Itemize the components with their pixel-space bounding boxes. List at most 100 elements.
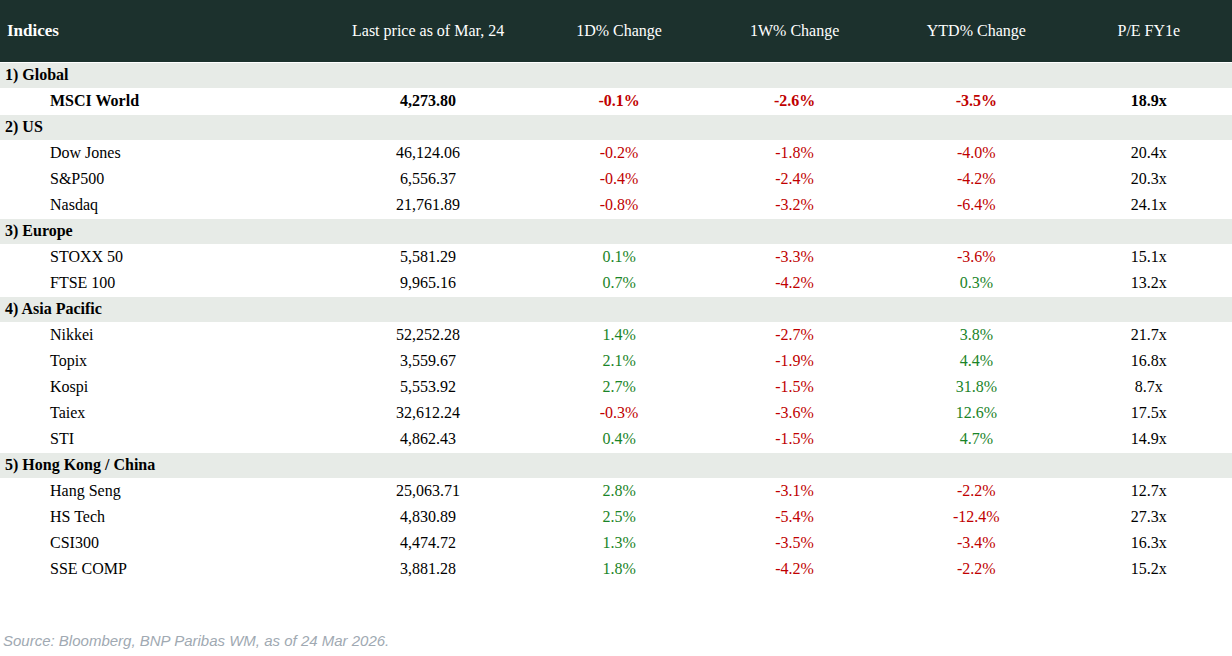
index-row-kospi: Kospi5,553.922.7%-1.5%31.8%8.7x [0, 374, 1232, 400]
section-row-1-global: 1) Global [0, 62, 1232, 88]
cell-d1: 2.8% [536, 478, 702, 504]
cell-ytd: -4.0% [887, 140, 1066, 166]
col-header-d1: 1D% Change [536, 0, 702, 62]
index-name: Hang Seng [0, 478, 320, 504]
section-row-3-europe: 3) Europe [0, 218, 1232, 244]
cell-pe: 8.7x [1066, 374, 1232, 400]
cell-d1: 1.3% [536, 530, 702, 556]
cell-ytd: -3.5% [887, 88, 1066, 114]
cell-pe: 16.8x [1066, 348, 1232, 374]
index-row-dow-jones: Dow Jones46,124.06-0.2%-1.8%-4.0%20.4x [0, 140, 1232, 166]
index-name: FTSE 100 [0, 270, 320, 296]
index-row-taiex: Taiex32,612.24-0.3%-3.6%12.6%17.5x [0, 400, 1232, 426]
cell-pe: 15.2x [1066, 556, 1232, 582]
section-label: 3) Europe [0, 218, 1232, 244]
index-name: SSE COMP [0, 556, 320, 582]
cell-ytd: -2.2% [887, 478, 1066, 504]
cell-price: 3,881.28 [320, 556, 536, 582]
cell-price: 52,252.28 [320, 322, 536, 348]
cell-ytd: 4.4% [887, 348, 1066, 374]
cell-ytd: -3.6% [887, 244, 1066, 270]
section-row-4-asia-pacific: 4) Asia Pacific [0, 296, 1232, 322]
cell-pe: 14.9x [1066, 426, 1232, 452]
index-name: Taiex [0, 400, 320, 426]
cell-pe: 24.1x [1066, 192, 1232, 218]
cell-d1: -0.1% [536, 88, 702, 114]
index-row-hang-seng: Hang Seng25,063.712.8%-3.1%-2.2%12.7x [0, 478, 1232, 504]
index-name: MSCI World [0, 88, 320, 114]
cell-w1: -2.6% [702, 88, 887, 114]
table-body: 1) GlobalMSCI World4,273.80-0.1%-2.6%-3.… [0, 62, 1232, 582]
index-name: STOXX 50 [0, 244, 320, 270]
cell-ytd: -2.2% [887, 556, 1066, 582]
cell-ytd: -12.4% [887, 504, 1066, 530]
cell-d1: -0.8% [536, 192, 702, 218]
index-name: Dow Jones [0, 140, 320, 166]
cell-price: 3,559.67 [320, 348, 536, 374]
source-note: Source: Bloomberg, BNP Paribas WM, as of… [3, 632, 1232, 649]
cell-w1: -3.2% [702, 192, 887, 218]
index-row-csi300: CSI3004,474.721.3%-3.5%-3.4%16.3x [0, 530, 1232, 556]
cell-ytd: -3.4% [887, 530, 1066, 556]
cell-price: 32,612.24 [320, 400, 536, 426]
cell-pe: 16.3x [1066, 530, 1232, 556]
indices-table: IndicesLast price as of Mar, 241D% Chang… [0, 0, 1232, 582]
cell-w1: -3.3% [702, 244, 887, 270]
cell-w1: -5.4% [702, 504, 887, 530]
cell-ytd: 31.8% [887, 374, 1066, 400]
index-row-nasdaq: Nasdaq21,761.89-0.8%-3.2%-6.4%24.1x [0, 192, 1232, 218]
cell-d1: 0.4% [536, 426, 702, 452]
cell-pe: 20.3x [1066, 166, 1232, 192]
index-row-ftse-100: FTSE 1009,965.160.7%-4.2%0.3%13.2x [0, 270, 1232, 296]
section-label: 5) Hong Kong / China [0, 452, 1232, 478]
cell-ytd: 4.7% [887, 426, 1066, 452]
cell-ytd: 3.8% [887, 322, 1066, 348]
cell-price: 5,553.92 [320, 374, 536, 400]
cell-ytd: 12.6% [887, 400, 1066, 426]
cell-pe: 12.7x [1066, 478, 1232, 504]
cell-price: 6,556.37 [320, 166, 536, 192]
cell-w1: -2.7% [702, 322, 887, 348]
cell-d1: 0.1% [536, 244, 702, 270]
cell-price: 46,124.06 [320, 140, 536, 166]
col-header-price: Last price as of Mar, 24 [320, 0, 536, 62]
cell-w1: -2.4% [702, 166, 887, 192]
index-name: Kospi [0, 374, 320, 400]
index-name: CSI300 [0, 530, 320, 556]
cell-w1: -3.5% [702, 530, 887, 556]
cell-w1: -3.1% [702, 478, 887, 504]
cell-pe: 20.4x [1066, 140, 1232, 166]
cell-w1: -1.5% [702, 374, 887, 400]
cell-price: 4,830.89 [320, 504, 536, 530]
index-row-nikkei: Nikkei52,252.281.4%-2.7%3.8%21.7x [0, 322, 1232, 348]
cell-pe: 13.2x [1066, 270, 1232, 296]
cell-pe: 21.7x [1066, 322, 1232, 348]
cell-w1: -1.5% [702, 426, 887, 452]
section-row-5-hong-kong-china: 5) Hong Kong / China [0, 452, 1232, 478]
section-label: 4) Asia Pacific [0, 296, 1232, 322]
cell-d1: 1.8% [536, 556, 702, 582]
cell-price: 21,761.89 [320, 192, 536, 218]
cell-price: 4,273.80 [320, 88, 536, 114]
index-name: STI [0, 426, 320, 452]
cell-w1: -1.9% [702, 348, 887, 374]
index-name: Topix [0, 348, 320, 374]
cell-d1: 2.5% [536, 504, 702, 530]
cell-price: 9,965.16 [320, 270, 536, 296]
index-row-sti: STI4,862.430.4%-1.5%4.7%14.9x [0, 426, 1232, 452]
col-header-name: Indices [0, 0, 320, 62]
index-row-stoxx-50: STOXX 505,581.290.1%-3.3%-3.6%15.1x [0, 244, 1232, 270]
cell-d1: -0.2% [536, 140, 702, 166]
col-header-w1: 1W% Change [702, 0, 887, 62]
cell-d1: 2.1% [536, 348, 702, 374]
cell-d1: 0.7% [536, 270, 702, 296]
index-row-sse-comp: SSE COMP3,881.281.8%-4.2%-2.2%15.2x [0, 556, 1232, 582]
cell-d1: 1.4% [536, 322, 702, 348]
index-row-s-p500: S&P5006,556.37-0.4%-2.4%-4.2%20.3x [0, 166, 1232, 192]
cell-d1: -0.4% [536, 166, 702, 192]
index-row-hs-tech: HS Tech4,830.892.5%-5.4%-12.4%27.3x [0, 504, 1232, 530]
cell-price: 4,862.43 [320, 426, 536, 452]
cell-ytd: -6.4% [887, 192, 1066, 218]
cell-pe: 17.5x [1066, 400, 1232, 426]
cell-w1: -3.6% [702, 400, 887, 426]
